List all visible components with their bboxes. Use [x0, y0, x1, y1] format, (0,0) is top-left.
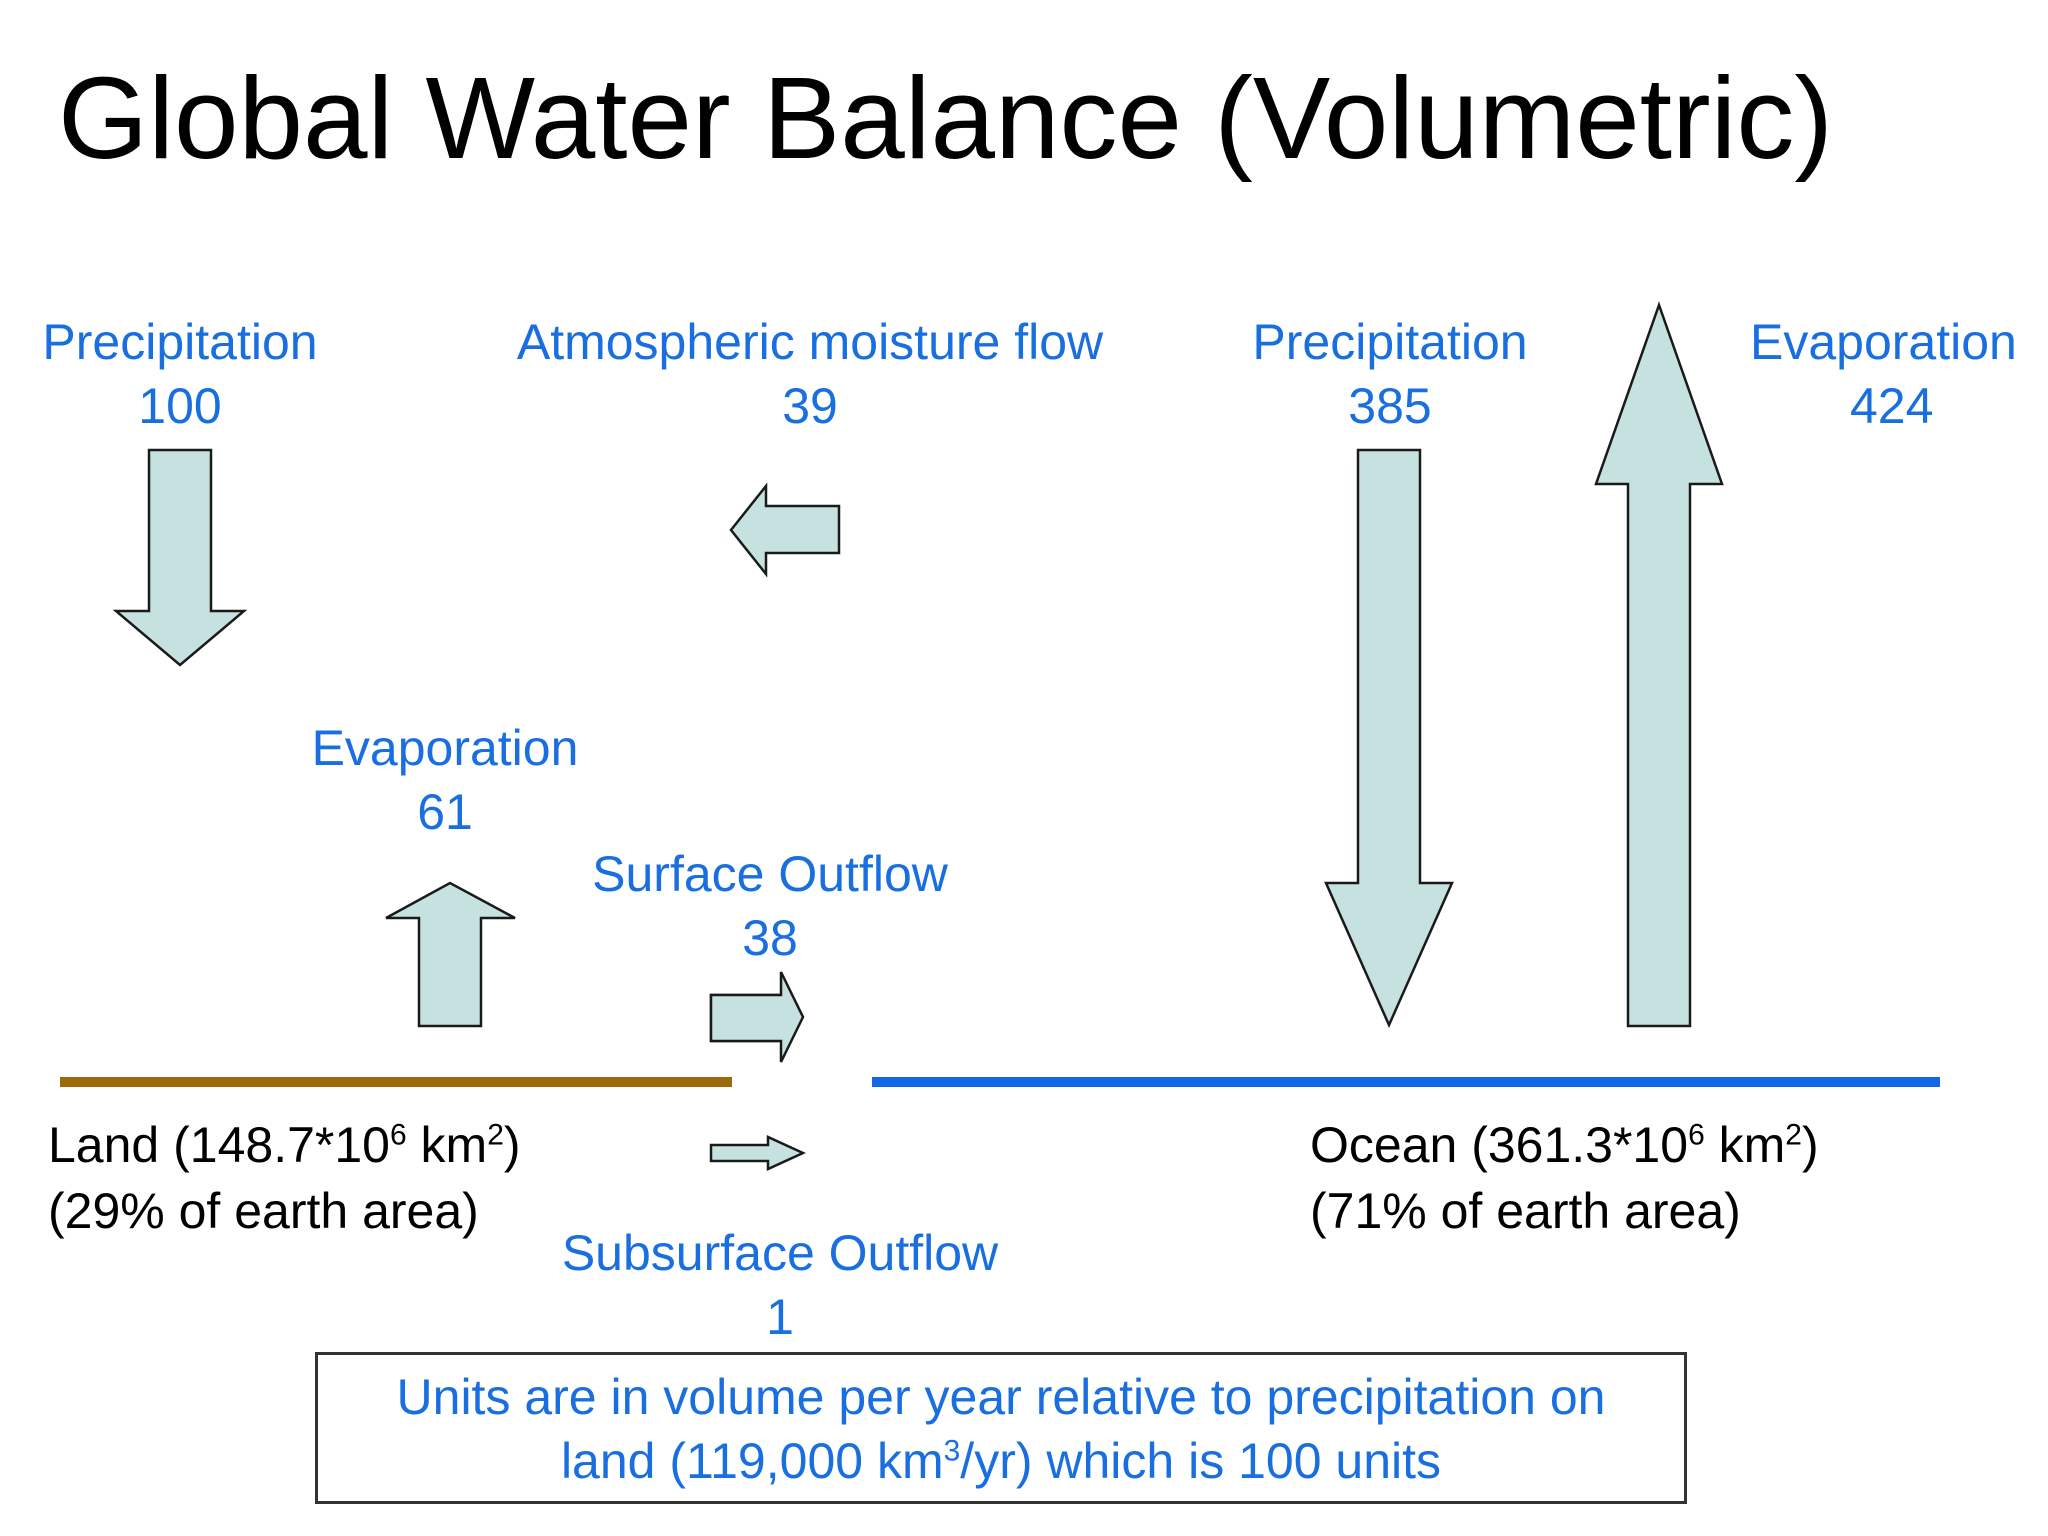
ocean-precipitation-arrow [1324, 448, 1454, 1029]
ocean-evaporation-title: Evaporation [1750, 314, 2017, 370]
subsurface-outflow-arrow [709, 1135, 807, 1171]
land-evaporation-arrow [385, 881, 516, 1028]
ocean-percent-text: (71% of earth area) [1310, 1183, 1741, 1239]
units-note-box: Units are in volume per year relative to… [315, 1352, 1687, 1504]
land-evaporation-title: Evaporation [311, 720, 579, 776]
page-title: Global Water Balance (Volumetric) [58, 53, 1834, 183]
ocean-evaporation-arrow [1594, 301, 1724, 1028]
land-description: Land (148.7*106 km2) (29% of earth area) [48, 1112, 521, 1244]
atmospheric-moisture-label: Atmospheric moisture flow 39 [480, 310, 1140, 438]
subsurface-outflow-label: Subsurface Outflow 1 [530, 1221, 1030, 1349]
land-precipitation-title: Precipitation [42, 314, 318, 370]
surface-outflow-arrow-head [709, 971, 805, 1063]
land-percent-text: (29% of earth area) [48, 1183, 479, 1239]
ocean-evaporation-label: Evaporation 424 [1750, 310, 2048, 438]
ocean-precipitation-value: 385 [1348, 378, 1432, 434]
ocean-area-text: Ocean (361.3*106 km2) [1310, 1117, 1819, 1173]
units-note-line1: Units are in volume per year relative to… [396, 1369, 1606, 1425]
ocean-precipitation-label: Precipitation 385 [1230, 310, 1550, 438]
land-evaporation-value: 61 [417, 784, 473, 840]
ocean-precipitation-title: Precipitation [1252, 314, 1528, 370]
land-precipitation-arrow [112, 448, 248, 667]
land-evaporation-label: Evaporation 61 [290, 716, 600, 844]
ocean-description: Ocean (361.3*106 km2) (71% of earth area… [1310, 1112, 1819, 1244]
land-precipitation-label: Precipitation 100 [30, 310, 330, 438]
units-note-line2: land (119,000 km3/yr) which is 100 units [560, 1433, 1442, 1489]
ocean-evaporation-value: 424 [1850, 378, 1934, 434]
subsurface-outflow-value: 1 [766, 1289, 794, 1345]
atmospheric-moisture-value: 39 [782, 378, 838, 434]
land-area-text: Land (148.7*106 km2) [48, 1117, 521, 1173]
atmospheric-moisture-arrow [729, 482, 841, 578]
surface-outflow-label: Surface Outflow 38 [560, 842, 980, 970]
subsurface-outflow-title: Subsurface Outflow [561, 1225, 999, 1281]
land-precipitation-value: 100 [138, 378, 222, 434]
atmospheric-moisture-title: Atmospheric moisture flow [516, 314, 1104, 370]
surface-outflow-value: 38 [742, 910, 798, 966]
surface-outflow-title: Surface Outflow [592, 846, 948, 902]
